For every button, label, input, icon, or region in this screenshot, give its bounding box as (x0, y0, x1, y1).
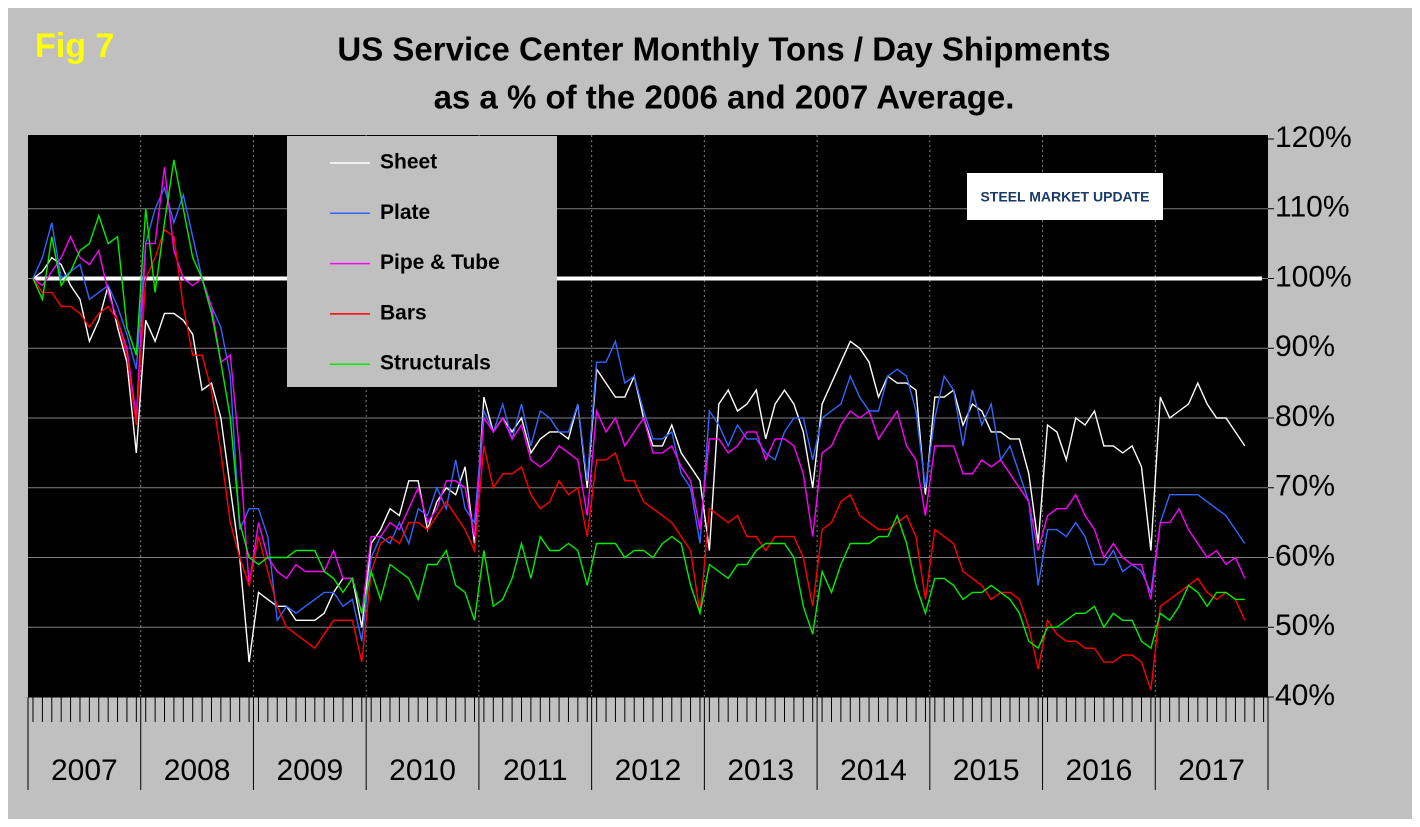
y-tick-label: 40% (1275, 679, 1335, 712)
chart-title: US Service Center Monthly Tons / Day Shi… (337, 31, 1110, 68)
x-tick-label: 2008 (164, 754, 231, 787)
legend-box (287, 136, 557, 387)
x-tick-label: 2015 (953, 754, 1020, 787)
x-tick-label: 2007 (51, 754, 118, 787)
x-tick-label: 2013 (727, 754, 794, 787)
x-tick-label: 2017 (1178, 754, 1245, 787)
y-tick-label: 60% (1275, 539, 1335, 572)
logo-box (967, 173, 1163, 220)
legend-label: Plate (380, 201, 430, 224)
x-tick-label: 2009 (276, 754, 343, 787)
series-line (32, 166, 1246, 614)
logo: STEEL MARKET UPDATE (980, 189, 1149, 205)
y-tick-label: 70% (1275, 470, 1335, 503)
lines (32, 159, 1262, 691)
legend-label: Structurals (380, 352, 491, 375)
series-line (32, 185, 1246, 642)
y-tick-label: 100% (1275, 260, 1352, 293)
y-tick-label: 50% (1275, 609, 1335, 642)
x-tick-label: 2014 (840, 754, 907, 787)
x-tick-label: 2012 (615, 754, 682, 787)
series-line (32, 228, 1246, 691)
series-line (32, 159, 1245, 650)
chart-subtitle: as a % of the 2006 and 2007 Average. (434, 79, 1015, 116)
legend: Sheet Plate Pipe & Tube Bars Structurals (287, 136, 557, 387)
y-tick-label: 120% (1275, 121, 1352, 154)
x-tick-label: 2010 (389, 754, 456, 787)
y-tick-label: 110% (1275, 191, 1350, 224)
x-tick-label: 2016 (1066, 754, 1133, 787)
legend-label: Pipe & Tube (380, 251, 500, 274)
legend-label: Sheet (380, 151, 437, 174)
x-tick-label: 2011 (503, 754, 568, 787)
series-line (32, 256, 1246, 663)
legend-label: Bars (380, 301, 427, 324)
y-tick-label: 80% (1275, 400, 1335, 433)
y-tick-label: 90% (1275, 330, 1335, 363)
plot-area (28, 135, 1268, 697)
figure-label: Fig 7 (35, 27, 114, 65)
